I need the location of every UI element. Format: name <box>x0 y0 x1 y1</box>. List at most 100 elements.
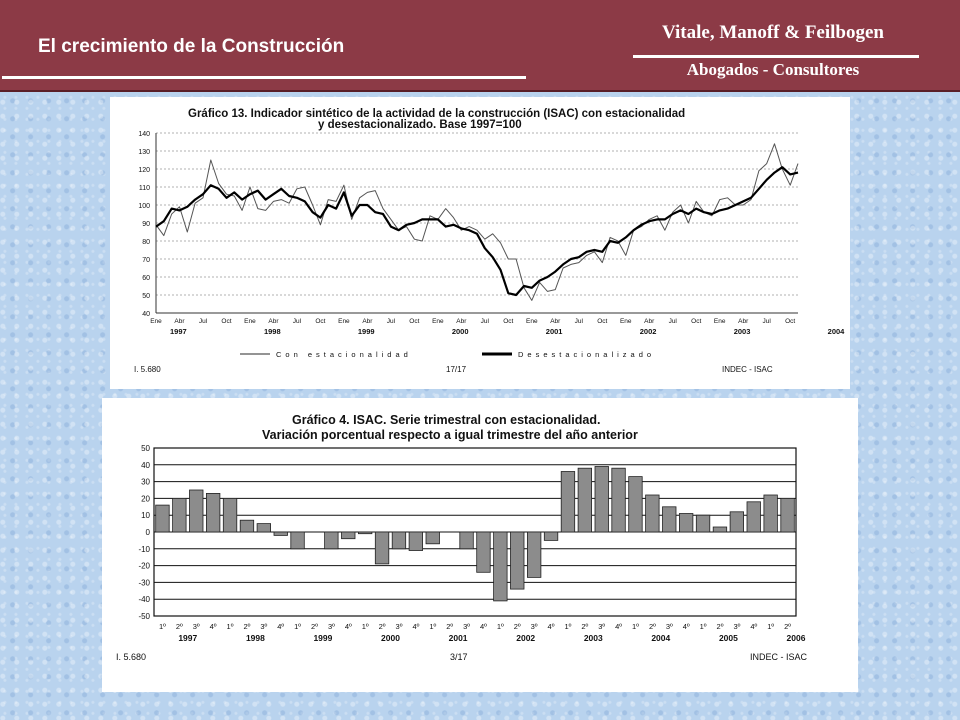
x-month-tick: Oct <box>503 318 513 325</box>
x-quarter-tick: 3º <box>260 622 267 631</box>
isac-bar-chart: Gráfico 4. ISAC. Serie trimestral con es… <box>116 413 808 662</box>
x-month-tick: Oct <box>597 318 607 325</box>
x-month-tick: Oct <box>221 318 231 325</box>
x-month-tick: Ene <box>620 318 632 325</box>
chart-title-line2: Variación porcentual respecto a igual tr… <box>262 428 638 442</box>
y-tick-label: -30 <box>138 578 150 587</box>
x-quarter-tick: 1º <box>227 622 234 631</box>
y-tick-label: 90 <box>142 221 150 228</box>
x-month-tick: Jul <box>575 318 584 325</box>
bar <box>155 504 170 533</box>
legend-label-con-estacionalidad: Con estacionalidad <box>276 350 412 359</box>
bar <box>746 501 761 533</box>
x-quarter-tick: 3º <box>463 622 470 631</box>
bar <box>493 531 508 602</box>
x-month-tick: Abr <box>174 318 185 325</box>
chart-title-line1: Gráfico 4. ISAC. Serie trimestral con es… <box>292 413 600 427</box>
firm-name: Vitale, Manoff & Feilbogen <box>662 22 884 43</box>
x-quarter-tick: 3º <box>396 622 403 631</box>
bar <box>577 467 593 533</box>
x-month-tick: Oct <box>691 318 701 325</box>
x-month-tick: Jul <box>199 318 208 325</box>
y-tick-label: 140 <box>138 131 150 138</box>
x-quarter-tick: 4º <box>210 622 217 631</box>
x-year-label: 1999 <box>358 327 375 336</box>
bar <box>324 531 339 550</box>
bar <box>662 506 677 533</box>
bar <box>780 498 795 533</box>
x-year-label: 1998 <box>264 327 281 336</box>
x-month-tick: Abr <box>456 318 467 325</box>
x-year-label: 1999 <box>313 633 332 643</box>
bar <box>391 531 407 550</box>
bar <box>341 531 356 540</box>
y-tick-label: 40 <box>142 311 150 318</box>
bar <box>459 531 474 550</box>
bar <box>425 531 440 545</box>
x-year-label: 2000 <box>381 633 400 643</box>
x-year-label: 1997 <box>178 633 197 643</box>
x-quarter-tick: 3º <box>666 622 673 631</box>
line-chart-panel: Gráfico 13. Indicador sintético de la ac… <box>110 97 938 389</box>
footer-right: INDEC - ISAC <box>750 652 808 662</box>
y-tick-label: 40 <box>141 461 150 470</box>
x-year-label: 2006 <box>787 633 806 643</box>
bar <box>729 511 744 533</box>
x-quarter-tick: 1º <box>362 622 369 631</box>
x-month-tick: Ene <box>714 318 726 325</box>
x-year-label: 2005 <box>719 633 738 643</box>
bar <box>256 523 272 533</box>
x-quarter-tick: 4º <box>277 622 284 631</box>
x-quarter-tick: 1º <box>497 622 504 631</box>
x-month-tick: Abr <box>362 318 373 325</box>
x-month-tick: Abr <box>550 318 561 325</box>
x-year-label: 2001 <box>449 633 468 643</box>
x-quarter-tick: 2º <box>379 622 386 631</box>
bar <box>526 531 542 578</box>
bar <box>222 498 238 533</box>
y-tick-label: 50 <box>142 293 150 300</box>
footer-left: I. 5.680 <box>134 365 161 374</box>
x-quarter-tick: 4º <box>480 622 487 631</box>
x-month-tick: Oct <box>409 318 419 325</box>
y-tick-label: -20 <box>138 562 150 571</box>
x-quarter-tick: 2º <box>784 622 791 631</box>
header-bar: El crecimiento de la Construcción Vitale… <box>0 0 960 92</box>
x-quarter-tick: 1º <box>159 622 166 631</box>
x-quarter-tick: 3º <box>193 622 200 631</box>
x-year-label: 1998 <box>246 633 265 643</box>
bar <box>628 476 643 533</box>
x-month-tick: Ene <box>432 318 444 325</box>
bar <box>543 531 559 541</box>
bar <box>273 531 288 536</box>
y-tick-label: 130 <box>138 149 150 156</box>
x-quarter-tick: 4º <box>412 622 419 631</box>
bar <box>408 531 424 551</box>
bar <box>560 471 576 533</box>
chart-title-line1: Gráfico 13. Indicador sintético de la ac… <box>188 108 685 120</box>
x-month-tick: Oct <box>315 318 325 325</box>
x-month-tick: Jul <box>481 318 490 325</box>
x-quarter-tick: 3º <box>598 622 605 631</box>
x-quarter-tick: 2º <box>311 622 318 631</box>
x-month-tick: Jul <box>293 318 302 325</box>
x-quarter-tick: 1º <box>700 622 707 631</box>
x-quarter-tick: 2º <box>243 622 250 631</box>
x-quarter-tick: 3º <box>328 622 335 631</box>
x-quarter-tick: 1º <box>632 622 639 631</box>
x-year-label: 2002 <box>516 633 535 643</box>
x-quarter-tick: 2º <box>649 622 656 631</box>
x-quarter-tick: 1º <box>564 622 571 631</box>
x-year-label: 2002 <box>640 327 657 336</box>
bar <box>239 519 255 533</box>
y-tick-label: -40 <box>138 595 150 604</box>
x-quarter-tick: 4º <box>615 622 622 631</box>
x-month-tick: Jul <box>387 318 396 325</box>
x-month-tick: Oct <box>785 318 795 325</box>
x-quarter-tick: 3º <box>531 622 538 631</box>
x-quarter-tick: 4º <box>548 622 555 631</box>
plot-frame <box>153 447 797 617</box>
firm-subtitle: Abogados - Consultores <box>686 60 860 79</box>
y-tick-label: 70 <box>142 257 150 264</box>
y-tick-label: -10 <box>138 545 150 554</box>
